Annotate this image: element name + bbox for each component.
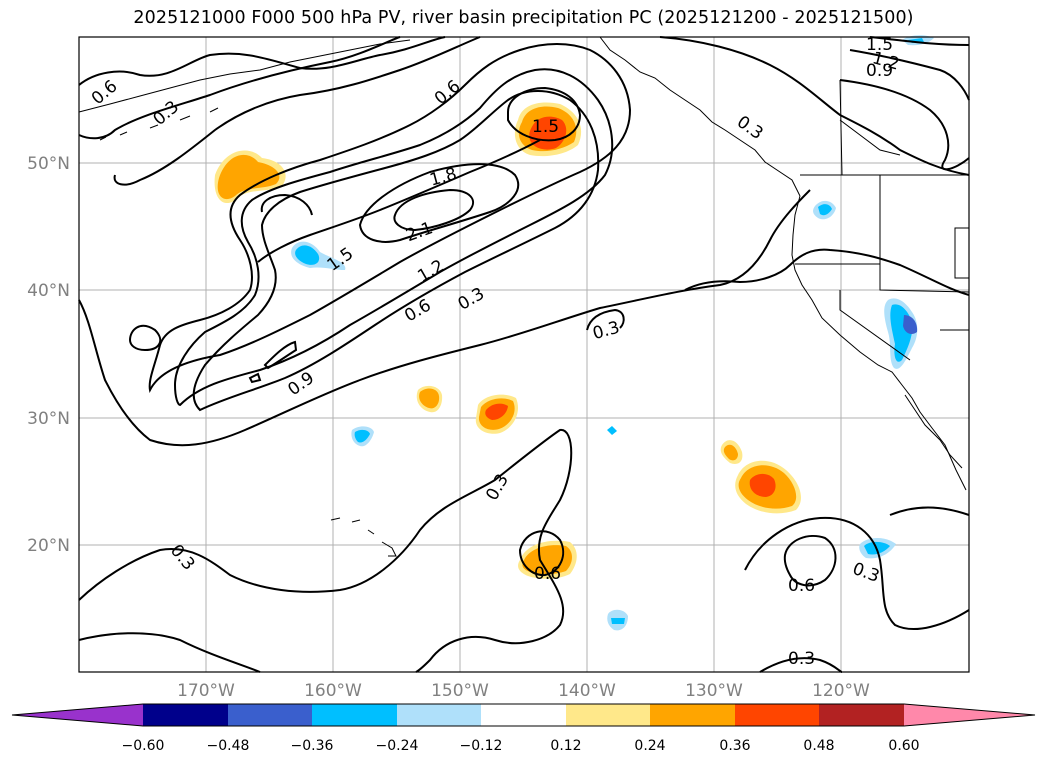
- lon-label-160w: 160°W: [304, 681, 362, 701]
- colorbar: −0.60 −0.48 −0.36 −0.24 −0.12 0.12 0.24 …: [11, 703, 1036, 754]
- gridlines: [79, 37, 969, 672]
- colorbar-tick: −0.12: [460, 738, 503, 754]
- colorbar-segment: [819, 704, 904, 726]
- precip-shading: [214, 35, 934, 631]
- coastlines: [78, 36, 970, 557]
- colorbar-tick: −0.48: [207, 738, 250, 754]
- map-panel: 0.6 0.3 0.6 1.5 1.8 2.1 1.5 1.2 0.6 0.3 …: [78, 35, 970, 673]
- colorbar-tick: 0.60: [888, 738, 919, 754]
- lat-label-40n: 40°N: [27, 281, 70, 301]
- colorbar-extend-low: [12, 704, 143, 726]
- colorbar-tick: 0.24: [634, 738, 665, 754]
- lat-label-30n: 30°N: [27, 409, 70, 429]
- colorbar-tick: −0.24: [376, 738, 419, 754]
- colorbar-segment: [143, 704, 228, 726]
- contour-label: 0.9: [866, 61, 893, 81]
- lat-label-50n: 50°N: [27, 154, 70, 174]
- colorbar-tick: 0.48: [803, 738, 834, 754]
- colorbar-outline: [11, 703, 1036, 727]
- contour-label: 1.5: [532, 117, 559, 137]
- colorbar-segment: [735, 704, 819, 726]
- colorbar-ticks: −0.60 −0.48 −0.36 −0.24 −0.12 0.12 0.24 …: [122, 738, 920, 754]
- colorbar-segment: [650, 704, 735, 726]
- lon-label-170w: 170°W: [177, 681, 235, 701]
- colorbar-segment: [228, 704, 312, 726]
- colorbar-segment: [397, 704, 481, 726]
- contour-label: 0.6: [534, 564, 561, 584]
- lat-labels: 50°N 40°N 30°N 20°N: [27, 154, 70, 556]
- contour-label: 0.3: [788, 649, 815, 669]
- lon-label-140w: 140°W: [558, 681, 616, 701]
- map-frame: [78, 36, 970, 673]
- colorbar-tick: −0.36: [291, 738, 334, 754]
- colorbar-segment: [481, 704, 566, 726]
- lon-labels: 170°W 160°W 150°W 140°W 130°W 120°W: [177, 681, 870, 701]
- lon-label-120w: 120°W: [812, 681, 870, 701]
- map-title: 2025121000 F000 500 hPa PV, river basin …: [133, 8, 914, 28]
- colorbar-extend-high: [904, 704, 1035, 726]
- contour-label: 1.5: [866, 35, 893, 55]
- lon-label-150w: 150°W: [431, 681, 489, 701]
- contour-label: 0.6: [788, 576, 815, 596]
- colorbar-tick: 0.12: [550, 738, 581, 754]
- colorbar-tick: 0.36: [719, 738, 750, 754]
- colorbar-segment: [312, 704, 397, 726]
- colorbar-segment: [566, 704, 650, 726]
- lat-label-20n: 20°N: [27, 536, 70, 556]
- colorbar-tick: −0.60: [122, 738, 165, 754]
- pv-contours: [78, 36, 970, 673]
- lon-label-130w: 130°W: [685, 681, 743, 701]
